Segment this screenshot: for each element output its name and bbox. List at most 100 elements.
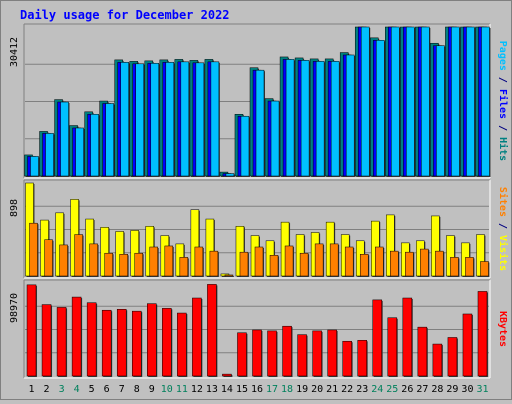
bar-pages	[90, 114, 99, 177]
legend-part: KBytes	[497, 311, 508, 347]
bar-kbytes	[207, 284, 217, 377]
bar-sites	[359, 254, 369, 277]
bar-sites	[480, 261, 489, 277]
bar-sites	[194, 246, 204, 277]
bar-pages	[225, 173, 235, 177]
bar-pages	[421, 26, 430, 177]
bar-pages	[150, 63, 160, 177]
bar-sites	[239, 251, 249, 277]
x-tick-label: 11	[176, 384, 188, 395]
bar-kbytes	[432, 343, 443, 377]
bar-kbytes	[297, 334, 307, 377]
bar-pages	[315, 61, 325, 177]
x-tick-label: 16	[251, 384, 263, 395]
bar-pages	[300, 60, 310, 177]
x-tick-label: 21	[326, 384, 338, 395]
x-tick-label: 19	[296, 384, 308, 395]
bar-kbytes	[192, 297, 202, 377]
x-tick-label: 2	[44, 384, 50, 395]
bar-pages	[180, 61, 190, 177]
bar-pages	[255, 69, 265, 177]
bar-kbytes	[282, 325, 292, 377]
chart-panels: 30412 Pages / Files / Hits 898 Sites / Visi…	[9, 23, 509, 379]
x-tick-label: 31	[476, 384, 488, 395]
bar-pages	[165, 62, 175, 177]
x-tick-label: 24	[371, 384, 383, 395]
bar-sites	[59, 244, 68, 277]
bar-kbytes	[372, 299, 383, 377]
bar-kbytes	[71, 296, 82, 377]
bar-pages	[135, 63, 144, 177]
x-tick-label: 22	[341, 384, 353, 395]
bar-kbytes	[237, 332, 247, 377]
chart-title: Daily usage for December 2022	[20, 8, 230, 22]
bar-kbytes	[387, 317, 398, 377]
bar-kbytes	[342, 340, 352, 377]
bar-pages	[60, 101, 69, 177]
bar-pages	[436, 45, 445, 177]
x-tick-label: 26	[401, 384, 413, 395]
right-axis-legend: KBytes	[497, 311, 508, 347]
x-tick-label: 28	[431, 384, 443, 395]
bar-sites	[420, 248, 429, 277]
right-axis-legend: Pages / Files / Hits	[497, 41, 509, 161]
legend-part: Visits	[497, 235, 509, 271]
bar-kbytes	[86, 302, 97, 377]
bar-pages	[376, 40, 385, 177]
bar-sites	[390, 250, 399, 277]
bar-pages	[270, 100, 280, 177]
bar-kbytes	[267, 330, 277, 377]
x-tick-label: 30	[461, 384, 473, 395]
y-max-label: 898	[9, 199, 20, 217]
bar-shadow-sites	[225, 275, 234, 277]
bar-sites	[74, 234, 83, 277]
bar-sites	[119, 254, 128, 277]
bar-pages	[330, 61, 340, 177]
legend-part: /	[497, 217, 508, 235]
bar-sites	[179, 257, 189, 277]
legend-part: Sites	[497, 187, 509, 217]
bar-sites	[314, 243, 324, 277]
x-tick-label: 13	[206, 384, 218, 395]
bar-pages	[481, 26, 490, 177]
bar-pages	[360, 26, 370, 177]
x-tick-label: 20	[311, 384, 323, 395]
x-tick-label: 4	[74, 384, 80, 395]
legend-part: Pages	[497, 41, 508, 71]
x-tick-label: 27	[416, 384, 428, 395]
x-tick-label: 15	[236, 384, 248, 395]
y-max-label: 30412	[9, 37, 20, 67]
x-tick-label: 8	[134, 384, 140, 395]
bar-pages	[240, 115, 250, 177]
bar-sites	[450, 257, 459, 277]
bar-sites	[375, 246, 384, 277]
x-tick-label: 3	[59, 384, 65, 395]
x-tick-label: 23	[356, 384, 368, 395]
x-tick-label: 12	[191, 384, 203, 395]
bar-pages	[30, 156, 39, 177]
bar-kbytes	[116, 309, 127, 377]
x-tick-label: 18	[281, 384, 293, 395]
bar-kbytes	[477, 291, 488, 377]
panel-visits: 898 Sites / Visits	[9, 179, 509, 279]
bar-sites	[104, 252, 113, 277]
bar-pages	[391, 26, 400, 177]
bar-pages	[451, 26, 460, 177]
bar-kbytes	[147, 303, 157, 377]
bar-sites	[254, 246, 264, 277]
bar-sites	[224, 274, 234, 277]
bar-kbytes	[357, 340, 367, 377]
bar-kbytes	[312, 330, 322, 377]
legend-part: Hits	[497, 137, 509, 161]
bar-kbytes	[101, 309, 112, 377]
bar-sites	[329, 243, 339, 277]
bar-kbytes	[41, 304, 52, 377]
bar-pages	[105, 103, 114, 177]
bar-pages	[285, 59, 295, 177]
bar-pages	[120, 62, 129, 177]
bar-pages	[75, 127, 84, 177]
bar-sites	[134, 252, 143, 277]
bar-sites	[269, 255, 279, 277]
bar-pages	[406, 26, 415, 177]
